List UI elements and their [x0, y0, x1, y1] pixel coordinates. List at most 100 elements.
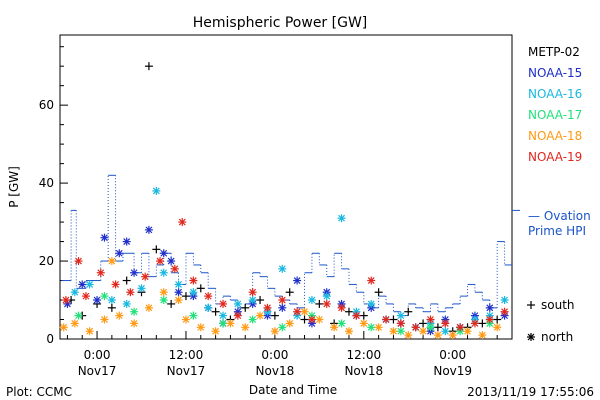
data-point — [144, 62, 153, 71]
data-point — [126, 288, 135, 297]
data-point — [70, 319, 79, 328]
y-axis-label: P [GW] — [7, 166, 21, 208]
data-point — [152, 245, 161, 254]
x-tick-label-date: Nov17 — [78, 364, 117, 378]
legend-item: NOAA-17 — [528, 108, 582, 122]
data-point — [226, 319, 235, 328]
data-point — [278, 264, 287, 273]
data-point — [174, 296, 183, 305]
data-point — [344, 307, 353, 316]
x-tick-label-time: 0:00 — [439, 348, 466, 362]
y-tick-label: 20 — [39, 254, 54, 268]
data-point — [396, 319, 405, 328]
data-point — [322, 292, 331, 301]
data-point — [404, 307, 413, 316]
ovation-label-line2: Prime HPI — [528, 224, 586, 238]
data-point — [396, 311, 405, 320]
data-point — [196, 323, 205, 332]
data-point — [219, 299, 228, 308]
data-point — [352, 311, 361, 320]
x-tick-label-time: 0:00 — [84, 348, 111, 362]
data-point — [315, 299, 324, 308]
data-point — [204, 292, 213, 301]
data-point — [367, 276, 376, 285]
data-point — [470, 319, 479, 328]
data-point — [426, 315, 435, 324]
data-point — [493, 323, 502, 332]
data-point — [141, 272, 150, 281]
data-point — [433, 331, 442, 340]
data-point — [219, 311, 228, 320]
data-point — [478, 319, 487, 328]
data-point — [441, 327, 450, 336]
marker-legend: south north — [527, 298, 575, 344]
data-point — [219, 319, 228, 328]
data-point — [107, 303, 116, 312]
data-point — [263, 303, 272, 312]
data-point — [211, 307, 220, 316]
x-axis-label: Date and Time — [249, 383, 337, 397]
data-point — [337, 214, 346, 223]
plot-area-frame — [59, 34, 513, 340]
data-point — [115, 311, 124, 320]
data-point — [85, 280, 94, 289]
data-point — [270, 327, 279, 336]
data-point — [189, 276, 198, 285]
data-point — [178, 218, 187, 227]
data-point — [156, 257, 165, 266]
data-point — [285, 288, 294, 297]
data-point — [256, 311, 265, 320]
data-point — [159, 249, 168, 258]
data-point — [278, 296, 287, 305]
data-point — [78, 280, 87, 289]
data-point — [382, 315, 391, 324]
data-point — [374, 323, 383, 332]
data-point — [211, 327, 220, 336]
legend-marker-symbol — [527, 301, 535, 309]
data-point — [130, 268, 139, 277]
data-point — [419, 319, 428, 328]
y-tick-label: 40 — [39, 176, 54, 190]
x-tick-label-time: 0:00 — [261, 348, 288, 362]
data-point — [93, 296, 102, 305]
x-tick-label-date: Nov18 — [344, 364, 383, 378]
data-point — [441, 319, 450, 328]
data-point — [248, 315, 257, 324]
data-point — [337, 319, 346, 328]
y-tick-label: 0 — [46, 332, 54, 346]
data-point — [61, 296, 70, 305]
data-point — [122, 276, 131, 285]
data-point — [100, 315, 109, 324]
legend-item: NOAA-19 — [528, 150, 582, 164]
ovation-series — [61, 174, 520, 317]
data-point — [411, 323, 420, 332]
data-point — [337, 303, 346, 312]
data-point — [137, 284, 146, 293]
footer-right: 2013/11/19 17:55:06 — [467, 385, 594, 399]
data-point — [374, 288, 383, 297]
data-point — [344, 327, 353, 336]
data-point — [170, 264, 179, 273]
data-point — [59, 323, 68, 332]
data-point — [367, 299, 376, 308]
x-tick-label-date: Nov17 — [167, 364, 206, 378]
data-point — [478, 331, 487, 340]
data-point — [96, 268, 105, 277]
data-point — [241, 303, 250, 312]
data-point — [144, 303, 153, 312]
data-point — [359, 319, 368, 328]
data-point — [174, 280, 183, 289]
x-tick-label-date: Nov18 — [256, 364, 295, 378]
data-point — [144, 225, 153, 234]
data-point — [485, 315, 494, 324]
data-point — [315, 315, 324, 324]
chart-title: Hemispheric Power [GW] — [193, 15, 368, 31]
data-point — [111, 280, 120, 289]
legend-marker-label: south — [541, 298, 575, 312]
data-point — [426, 323, 435, 332]
data-point — [285, 319, 294, 328]
data-point — [493, 315, 502, 324]
data-point — [278, 323, 287, 332]
data-point — [241, 323, 250, 332]
x-tick-label-date: Nov19 — [433, 364, 472, 378]
